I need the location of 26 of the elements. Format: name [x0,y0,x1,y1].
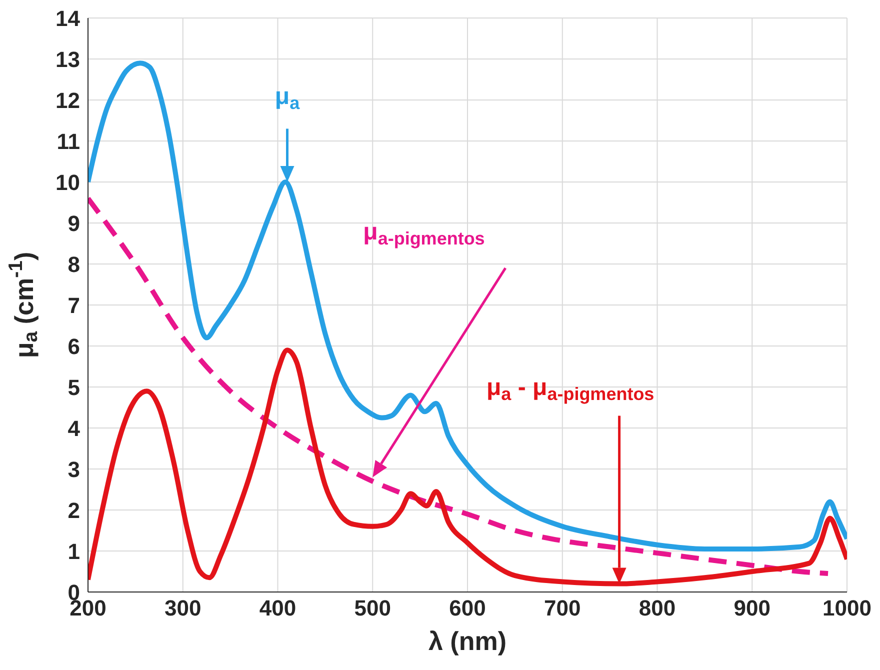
x-tick-label: 500 [354,596,391,621]
x-tick-label: 400 [259,596,296,621]
y-tick-label: 13 [56,46,80,72]
x-tick-label: 300 [164,596,202,621]
y-tick-label: 14 [56,6,81,31]
y-tick-label: 1 [68,538,80,564]
y-tick-label: 5 [68,374,80,400]
y-tick-label: 10 [56,170,80,195]
y-tick-label: 7 [68,292,80,318]
y-tick-label: 12 [56,88,80,113]
annotation: μ$_{a}$ [274,83,301,114]
y-tick-label: 2 [68,498,80,523]
annotation: μ$_{a}$ - μ$_{a-pigmentos}$ [486,374,654,405]
y-tick-label: 3 [68,456,80,482]
y-tick-label: 4 [68,416,81,441]
x-tick-label: 900 [734,596,770,621]
x-tick-label: 700 [544,596,581,621]
y-tick-label: 8 [68,252,80,277]
x-axis-title: λ (nm) [428,626,506,656]
y-tick-label: 11 [56,128,80,154]
x-tick-label: 1000 [822,596,872,621]
y-tick-label: 9 [68,210,80,236]
x-tick-label: 600 [449,596,486,621]
annotation: μ$_{a-pigmentos}$ [363,218,485,249]
x-tick-label: 800 [638,596,676,621]
y-tick-label: 6 [68,334,80,359]
